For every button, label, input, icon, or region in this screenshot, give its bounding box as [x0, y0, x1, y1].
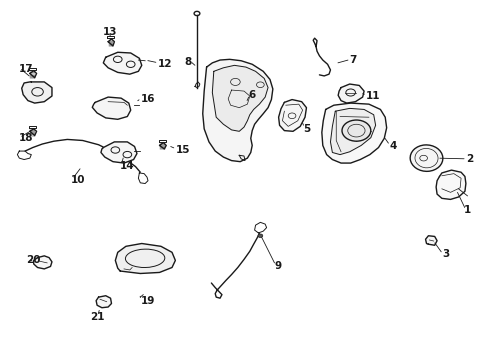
Text: 14: 14 — [120, 161, 135, 171]
Text: 16: 16 — [140, 94, 155, 104]
Text: 5: 5 — [304, 124, 311, 134]
Polygon shape — [103, 52, 142, 74]
Polygon shape — [322, 103, 387, 163]
Polygon shape — [425, 236, 437, 245]
Text: 2: 2 — [466, 154, 473, 164]
Circle shape — [342, 120, 371, 141]
Text: 12: 12 — [158, 59, 172, 68]
Text: 1: 1 — [464, 205, 471, 215]
Polygon shape — [279, 100, 306, 131]
Text: 21: 21 — [90, 312, 105, 322]
Circle shape — [258, 234, 263, 238]
Polygon shape — [101, 142, 137, 163]
Text: 7: 7 — [350, 55, 357, 65]
Text: 19: 19 — [140, 296, 155, 306]
Text: 3: 3 — [442, 249, 449, 259]
Ellipse shape — [410, 145, 443, 171]
Polygon shape — [338, 84, 364, 103]
Text: 9: 9 — [275, 261, 282, 271]
Polygon shape — [96, 296, 112, 308]
Text: 18: 18 — [18, 133, 33, 143]
Polygon shape — [212, 66, 268, 131]
Polygon shape — [22, 82, 52, 103]
Text: 10: 10 — [71, 175, 86, 185]
Text: 17: 17 — [18, 64, 33, 74]
Polygon shape — [34, 256, 52, 269]
Text: 4: 4 — [389, 141, 396, 152]
Text: 15: 15 — [175, 145, 190, 155]
Text: 6: 6 — [249, 90, 256, 100]
Polygon shape — [203, 59, 273, 162]
Text: 11: 11 — [366, 91, 381, 101]
Polygon shape — [330, 108, 376, 154]
Text: 20: 20 — [26, 256, 41, 265]
Polygon shape — [436, 170, 466, 199]
Text: 8: 8 — [184, 57, 191, 67]
Polygon shape — [115, 243, 175, 274]
Text: 13: 13 — [102, 27, 117, 37]
Polygon shape — [92, 97, 131, 119]
